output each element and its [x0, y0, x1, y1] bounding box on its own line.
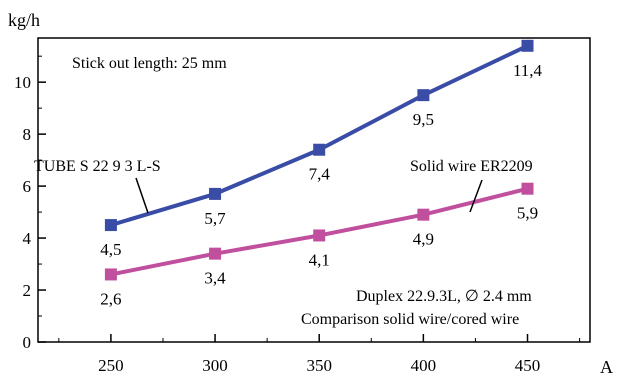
data-label: 4,9: [413, 230, 434, 249]
y-unit-label: kg/h: [8, 10, 40, 30]
data-point: [104, 219, 117, 232]
data-label: 11,4: [513, 61, 543, 80]
data-label: 4,5: [100, 240, 121, 259]
plot-frame: [37, 37, 591, 343]
data-label: 5,9: [517, 204, 538, 223]
data-label: 4,1: [309, 250, 330, 269]
y-tick-label: 4: [23, 229, 32, 248]
series-label-solid-wire: Solid wire ER2209: [410, 158, 533, 175]
y-tick-label: 6: [23, 177, 32, 196]
series-label-solid-wire-leader: [469, 179, 483, 213]
y-tick-label: 0: [23, 333, 32, 352]
series-label-tube-leader: [135, 177, 149, 214]
data-label: 2,6: [100, 289, 121, 308]
x-tick-label: 450: [515, 356, 541, 375]
data-point: [521, 39, 534, 52]
data-point: [313, 229, 326, 242]
series-layer: 4,5 5,7 7,4 9,5 11,4 2,6 3,4 4,1 4,9 5,9: [100, 39, 543, 308]
annotation-stick-out: Stick out length: 25 mm: [72, 55, 227, 72]
series-label-tube: TUBE S 22 9 3 L-S: [34, 158, 161, 175]
x-tick-label: 300: [202, 356, 228, 375]
y-tick-label: 2: [23, 281, 32, 300]
data-point: [104, 268, 117, 281]
series-line-1: [110, 43, 529, 227]
data-label: 5,7: [204, 209, 226, 228]
x-tick-label: 400: [411, 356, 437, 375]
annotation-duplex: Duplex 22.9.3L, ∅ 2.4 mm: [356, 288, 532, 305]
data-point: [521, 182, 534, 195]
x-tick-label: 250: [98, 356, 124, 375]
data-label: 7,4: [309, 165, 331, 184]
data-point: [417, 208, 430, 221]
data-point: [209, 247, 222, 260]
data-point: [313, 143, 326, 156]
y-tick-label: 8: [23, 125, 32, 144]
y-axis: 0 2 4 6 8 10: [14, 55, 46, 352]
x-unit-label: A: [600, 357, 613, 376]
annotation-comparison: Comparison solid wire/cored wire: [301, 311, 519, 328]
data-point: [417, 89, 430, 102]
data-label: 9,5: [413, 110, 434, 129]
x-tick-label: 350: [306, 356, 332, 375]
y-tick-label: 10: [14, 73, 31, 92]
data-point: [209, 187, 222, 200]
x-axis: 250 300 350 400 450: [58, 334, 581, 375]
data-label: 3,4: [204, 269, 226, 288]
